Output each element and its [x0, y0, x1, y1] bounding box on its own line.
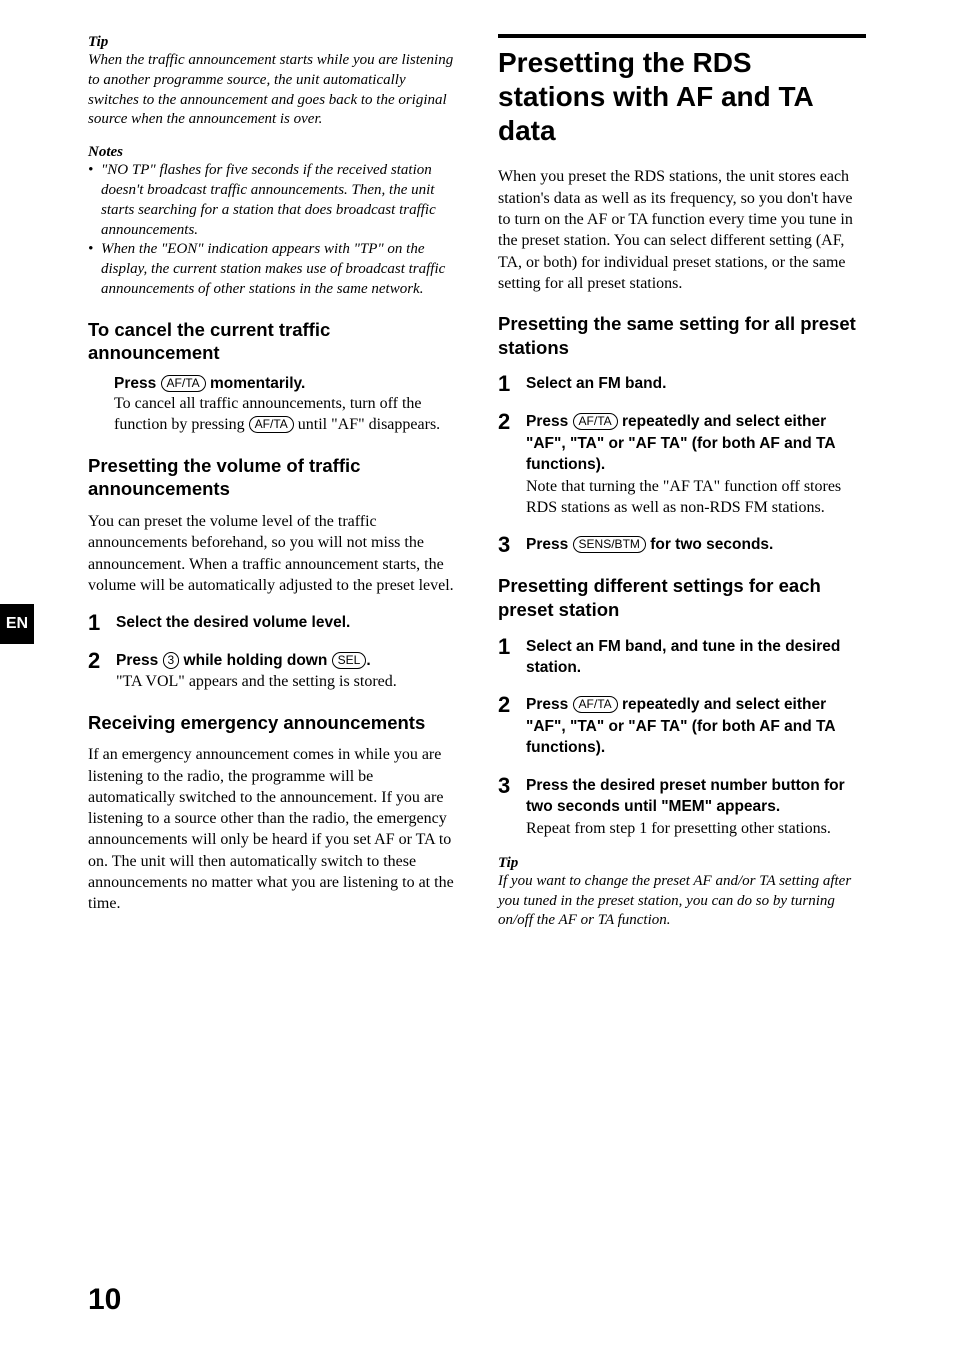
afta-button-icon: AF/TA: [573, 413, 618, 430]
step-number: 2: [498, 411, 516, 518]
left-column: Tip When the traffic announcement starts…: [88, 34, 456, 931]
step-body: Press AF/TA repeatedly and select either…: [526, 694, 866, 758]
tip-label: Tip: [498, 855, 866, 872]
notes-list: "NO TP" flashes for five seconds if the …: [88, 161, 456, 300]
step: 3 Press SENS/BTM for two seconds.: [498, 534, 866, 556]
step-number: 1: [498, 373, 516, 395]
step: 1 Select an FM band.: [498, 373, 866, 395]
press-text-pre: Press: [114, 375, 161, 392]
step-instruction: Press 3 while holding down SEL.: [116, 650, 456, 671]
section-body: Press AF/TA momentarily. To cancel all t…: [88, 375, 456, 436]
step-instruction: Press the desired preset number button f…: [526, 775, 866, 818]
step: 1 Select an FM band, and tune in the des…: [498, 636, 866, 679]
notes-item: "NO TP" flashes for five seconds if the …: [88, 161, 456, 240]
notes-label: Notes: [88, 144, 456, 161]
main-heading: Presetting the RDS stations with AF and …: [498, 46, 866, 148]
afta-button-icon: AF/TA: [161, 375, 206, 392]
main-intro: When you preset the RDS stations, the un…: [498, 166, 866, 294]
step-body: Select the desired volume level.: [116, 612, 456, 634]
step: 3 Press the desired preset number button…: [498, 775, 866, 839]
press-line: Press AF/TA momentarily.: [114, 375, 456, 393]
step-body: Select an FM band, and tune in the desir…: [526, 636, 866, 679]
step-mid: while holding down: [179, 652, 331, 669]
step-pre: Press: [526, 696, 573, 713]
step-number: 1: [88, 612, 106, 634]
step-body: Press SENS/BTM for two seconds.: [526, 534, 866, 556]
press-text-post: momentarily.: [206, 375, 306, 392]
page-content: Tip When the traffic announcement starts…: [0, 0, 954, 971]
step: 2 Press 3 while holding down SEL. "TA VO…: [88, 650, 456, 693]
step-number: 3: [498, 775, 516, 839]
afta-button-icon: AF/TA: [573, 696, 618, 713]
afta-button-icon: AF/TA: [249, 416, 294, 433]
step-number: 3: [498, 534, 516, 556]
tip-label: Tip: [88, 34, 456, 51]
section-heading: Presetting the volume of traffic announc…: [88, 454, 456, 501]
step-instruction: Select an FM band.: [526, 375, 666, 392]
heading-rule: [498, 34, 866, 38]
number-3-button-icon: 3: [163, 652, 180, 669]
step-number: 2: [88, 650, 106, 693]
step-instruction: Press AF/TA repeatedly and select either…: [526, 411, 866, 475]
step: 2 Press AF/TA repeatedly and select eith…: [498, 694, 866, 758]
tip-body: When the traffic announcement starts whi…: [88, 51, 456, 130]
section-heading: Receiving emergency announcements: [88, 711, 456, 735]
step-detail: Repeat from step 1 for presetting other …: [526, 818, 866, 839]
step-body: Press AF/TA repeatedly and select either…: [526, 411, 866, 518]
step-body: Press the desired preset number button f…: [526, 775, 866, 839]
sensbtm-button-icon: SENS/BTM: [573, 536, 646, 553]
notes-item: When the "EON" indication appears with "…: [88, 240, 456, 299]
section-heading: To cancel the current traffic announceme…: [88, 318, 456, 365]
step-instruction: Select an FM band, and tune in the desir…: [526, 638, 840, 676]
cancel-body-post: until "AF" disappears.: [294, 416, 440, 433]
preset-vol-intro: You can preset the volume level of the t…: [88, 511, 456, 596]
step-post: for two seconds.: [646, 536, 773, 553]
step-post: .: [366, 652, 370, 669]
page-number: 10: [88, 1283, 121, 1317]
right-column: Presetting the RDS stations with AF and …: [498, 34, 866, 931]
step-body: Select an FM band.: [526, 373, 866, 395]
tip-body: If you want to change the preset AF and/…: [498, 872, 866, 931]
sel-button-icon: SEL: [332, 652, 367, 669]
step-body: Press 3 while holding down SEL. "TA VOL"…: [116, 650, 456, 693]
step-number: 2: [498, 694, 516, 758]
step-pre: Press: [526, 536, 573, 553]
step-detail: Note that turning the "AF TA" function o…: [526, 476, 866, 519]
side-language-tab: EN: [0, 604, 34, 644]
section-heading: Presetting different settings for each p…: [498, 574, 866, 621]
step: 2 Press AF/TA repeatedly and select eith…: [498, 411, 866, 518]
section-heading: Presetting the same setting for all pres…: [498, 312, 866, 359]
step-pre: Press: [526, 413, 573, 430]
cancel-body: To cancel all traffic announcements, tur…: [114, 393, 456, 436]
emergency-body: If an emergency announcement comes in wh…: [88, 744, 456, 914]
step-detail: "TA VOL" appears and the setting is stor…: [116, 671, 456, 692]
step: 1 Select the desired volume level.: [88, 612, 456, 634]
step-instruction: Select the desired volume level.: [116, 614, 350, 631]
step-pre: Press: [116, 652, 163, 669]
step-number: 1: [498, 636, 516, 679]
